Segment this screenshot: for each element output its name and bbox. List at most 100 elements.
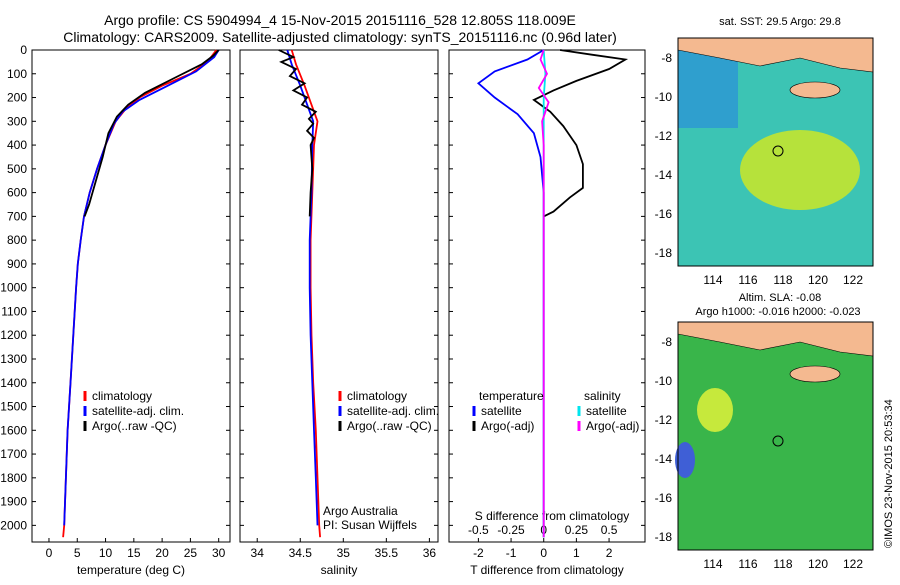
temperature-xtick-label: 5 xyxy=(74,546,81,560)
temperature-xtick-label: 30 xyxy=(212,546,226,560)
depth-tick-label: 1700 xyxy=(0,447,27,461)
depth-tick-label: 700 xyxy=(7,209,27,223)
depth-tick-label: 1200 xyxy=(0,328,27,342)
differences-xtick-label: 1 xyxy=(573,546,580,560)
salinity-xtick-label: 34 xyxy=(251,546,265,560)
credit-annotation: PI: Susan Wijffels xyxy=(323,518,417,532)
map1-land-timor xyxy=(789,81,841,99)
salinity-series-line-1 xyxy=(286,49,319,526)
map2-subtitle: Argo h1000: -0.016 h2000: -0.023 xyxy=(695,306,860,318)
temperature-xtick-label: 25 xyxy=(184,546,198,560)
map-lon-tick: 118 xyxy=(773,557,792,571)
legend-entry: climatology xyxy=(347,389,407,403)
map-lat-tick: -18 xyxy=(655,530,673,544)
legend-entry: Argo(-adj) xyxy=(586,419,639,433)
map-lon-tick: 114 xyxy=(703,557,722,571)
legend-entry: Argo(..raw -QC) xyxy=(92,419,177,433)
legend-entry: Argo(-adj) xyxy=(481,419,534,433)
differences-xtick-label: 2 xyxy=(606,546,613,560)
depth-tick-label: 1500 xyxy=(0,400,27,414)
differences-xtick-label: -1 xyxy=(506,546,517,560)
depth-tick-label: 1300 xyxy=(0,352,27,366)
s-diff-tick-label: 0.5 xyxy=(601,523,618,537)
depth-tick-label: 1400 xyxy=(0,376,27,390)
temperature-series-line-1 xyxy=(63,49,220,526)
depth-tick-label: 300 xyxy=(7,114,27,128)
map1-float-marker xyxy=(772,145,784,157)
map2-frame xyxy=(677,321,874,551)
map2-low-region xyxy=(675,442,695,478)
map2-background xyxy=(678,322,873,550)
map-lon-tick: 120 xyxy=(808,273,828,287)
depth-tick-label: 100 xyxy=(7,67,27,81)
temperature-xtick-label: 15 xyxy=(127,546,141,560)
s-diff-tick-label: 0.25 xyxy=(565,523,589,537)
temperature-xtick-label: 10 xyxy=(99,546,113,560)
depth-tick-label: 1000 xyxy=(0,281,27,295)
map2-title: Altim. SLA: -0.08 xyxy=(739,292,822,304)
salinity-panel: 34 34.5 35 35.5 36 salinity climatologysatelli… xyxy=(239,49,439,577)
map-lon-tick: 114 xyxy=(703,273,722,287)
map1-title: sat. SST: 29.5 Argo: 29.8 xyxy=(719,16,841,28)
differences-panel: -2 -1 0 1 2 T difference from climatology -0.5… xyxy=(448,49,646,577)
differences-frame xyxy=(448,49,646,543)
map1-frame xyxy=(677,37,874,267)
map-lat-tick: -14 xyxy=(655,452,673,466)
temperature-panel: 0 5 10 15 20 25 30 temperature (deg C) 0 100 200 30… xyxy=(0,43,231,577)
temperature-xtick-label: 0 xyxy=(46,546,53,560)
depth-tick-label: 1600 xyxy=(0,423,27,437)
differences-series-line-0 xyxy=(476,49,545,538)
depth-tick-label: 500 xyxy=(7,162,27,176)
depth-tick-label: 1100 xyxy=(1,304,27,318)
salinity-xtick-label: 36 xyxy=(423,546,437,560)
map-lat-tick: -8 xyxy=(661,51,672,65)
legend-title-temperature: temperature xyxy=(479,389,544,403)
depth-tick-label: 1900 xyxy=(0,495,27,509)
map-sla xyxy=(675,321,874,551)
map-lat-tick: -10 xyxy=(655,374,673,388)
legend-entry: satellite-adj. clim. xyxy=(92,404,184,418)
s-diff-axis-label: S difference from climatology xyxy=(475,509,630,523)
temperature-series-line-2 xyxy=(83,49,220,217)
depth-tick-label: 2000 xyxy=(0,518,27,532)
map2-float-marker xyxy=(772,435,784,447)
map-lat-tick: -8 xyxy=(661,335,672,349)
map1-warm-region xyxy=(740,130,860,210)
salinity-xlabel: salinity xyxy=(321,563,358,577)
map-lon-tick: 122 xyxy=(843,557,863,571)
credit-annotation: Argo Australia xyxy=(323,504,398,518)
depth-tick-label: 900 xyxy=(7,257,27,271)
differences-xtick-label: 0 xyxy=(540,546,547,560)
salinity-series-line-2 xyxy=(278,49,318,217)
legend-entry: satellite xyxy=(481,404,522,418)
depth-tick-label: 0 xyxy=(20,43,27,57)
map-lat-tick: -14 xyxy=(655,168,673,182)
depth-tick-label: 200 xyxy=(7,91,27,105)
salinity-xtick-label: 34.5 xyxy=(289,546,313,560)
temperature-frame xyxy=(31,49,231,543)
temperature-xlabel: temperature (deg C) xyxy=(77,563,185,577)
s-diff-tick-label: -0.25 xyxy=(497,523,525,537)
map2-high-region xyxy=(697,388,733,432)
map-lat-tick: -12 xyxy=(655,413,673,427)
map-lat-tick: -16 xyxy=(655,207,673,221)
depth-tick-label: 1800 xyxy=(0,471,27,485)
map-lat-tick: -18 xyxy=(655,246,673,260)
temperature-series-line-0 xyxy=(62,49,218,538)
imos-credit: ©IMOS 23-Nov-2015 20:53:34 xyxy=(883,399,895,548)
map-sst xyxy=(677,37,874,267)
legend-entry: Argo(..raw -QC) xyxy=(347,419,432,433)
map-lon-tick: 116 xyxy=(738,557,757,571)
title-line-2: Climatology: CARS2009. Satellite-adjuste… xyxy=(63,29,617,45)
map1-axes: -8 -10 -12 -14 -16 -18 114 116 118 120 122 xyxy=(655,51,864,287)
depth-tick-label: 600 xyxy=(7,186,27,200)
differences-xtick-label: -2 xyxy=(473,546,484,560)
map-lat-tick: -12 xyxy=(655,129,673,143)
temperature-xtick-label: 20 xyxy=(155,546,169,560)
map-lon-tick: 122 xyxy=(843,273,863,287)
map2-axes: -8 -10 -12 -14 -16 -18 114 116 118 120 122 xyxy=(655,335,864,571)
map-lon-tick: 116 xyxy=(738,273,757,287)
map2-land-timor xyxy=(789,365,841,383)
